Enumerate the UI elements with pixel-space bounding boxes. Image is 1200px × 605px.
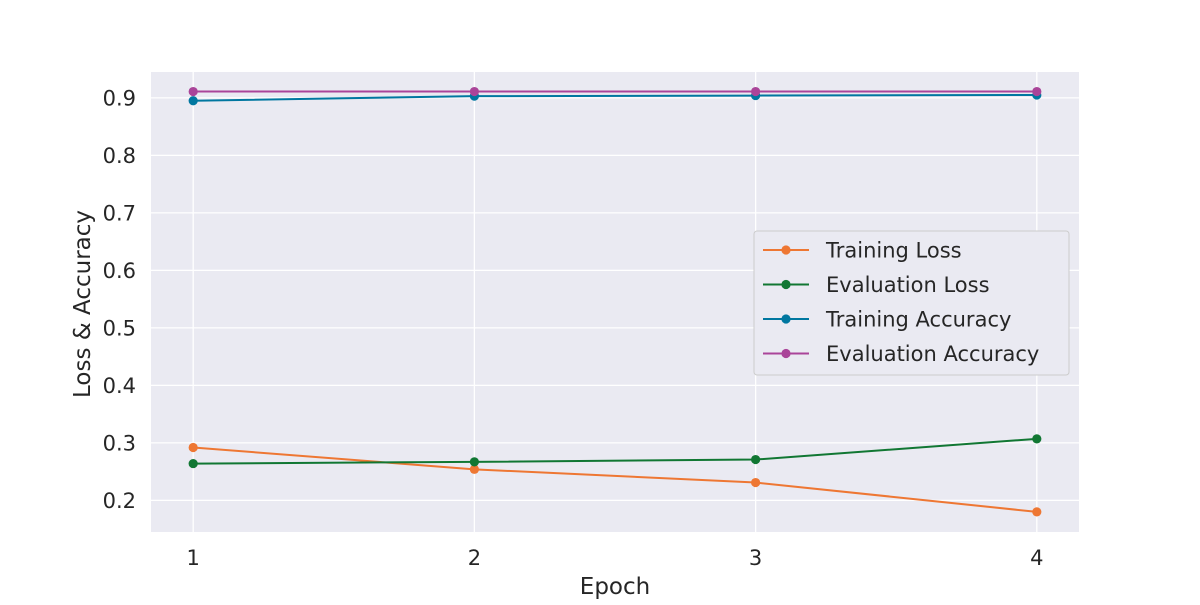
data-point xyxy=(188,96,198,106)
legend-item: Evaluation Accuracy xyxy=(763,342,1039,366)
legend-label: Training Loss xyxy=(825,239,962,263)
data-point xyxy=(1032,434,1042,444)
data-point xyxy=(188,458,198,469)
data-point xyxy=(469,464,479,474)
x-axis-label: Epoch xyxy=(580,574,650,600)
data-point xyxy=(188,86,198,97)
series-line xyxy=(193,437,1037,465)
y-tick-label: 0.5 xyxy=(103,316,136,340)
data-point xyxy=(469,457,479,467)
legend-label: Evaluation Loss xyxy=(826,273,990,297)
series-layer xyxy=(188,86,1042,517)
series-evaluation-accuracy xyxy=(188,86,1042,97)
y-tick-label: 0.2 xyxy=(103,489,136,513)
legend-box xyxy=(753,230,1070,376)
y-tick-label: 0.3 xyxy=(103,431,136,455)
y-tick-label: 0.4 xyxy=(103,374,136,398)
y-tick-label: 0.6 xyxy=(103,259,136,283)
data-point xyxy=(188,442,198,453)
legend-marker xyxy=(781,348,791,359)
data-point xyxy=(1032,507,1042,517)
data-point xyxy=(1032,86,1042,97)
y-axis-ticks: 0.2 0.3 0.4 0.5 0.6 0.7 0.8 0.9 xyxy=(103,86,136,513)
legend-label: Evaluation Accuracy xyxy=(826,342,1039,366)
x-tick-label: 3 xyxy=(749,546,762,570)
legend-item: Training Accuracy xyxy=(763,308,1011,332)
x-tick-label: 2 xyxy=(468,546,481,570)
y-axis-label: Loss & Accuracy xyxy=(70,210,96,398)
data-point xyxy=(469,86,479,97)
data-point xyxy=(751,454,761,465)
x-axis-ticks: 1 2 3 4 xyxy=(186,546,1043,570)
series-line xyxy=(193,446,1037,513)
y-tick-label: 0.8 xyxy=(103,144,136,168)
legend: Training Loss Evaluation Loss Training Acc… xyxy=(753,230,1070,376)
legend-marker xyxy=(781,245,791,255)
x-tick-label: 1 xyxy=(186,546,199,570)
legend-item: Training Loss xyxy=(763,239,962,263)
legend-marker xyxy=(781,314,791,324)
x-tick-label: 4 xyxy=(1030,546,1043,570)
data-point xyxy=(751,86,761,97)
series-evaluation-loss xyxy=(188,434,1042,469)
y-tick-label: 0.9 xyxy=(103,86,136,110)
series-line xyxy=(193,94,1037,102)
y-tick-label: 0.7 xyxy=(103,201,136,225)
data-point xyxy=(751,477,761,488)
series-training-loss xyxy=(188,442,1042,517)
legend-marker xyxy=(781,279,791,290)
legend-label: Training Accuracy xyxy=(825,308,1011,332)
legend-item: Evaluation Loss xyxy=(763,273,990,297)
